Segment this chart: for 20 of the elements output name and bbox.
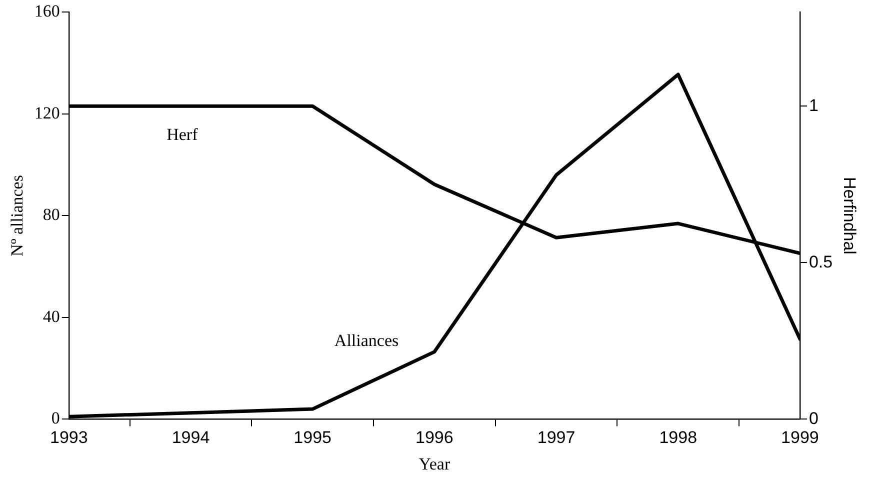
y2-tick-label: 0 — [808, 408, 818, 428]
y-tick-label: 40 — [42, 306, 60, 326]
y2-tick-label: 0.5 — [808, 252, 833, 272]
y-tick-label: 0 — [51, 408, 60, 428]
x-tick-label: 1998 — [659, 428, 698, 448]
x-tick-label: 1995 — [294, 428, 332, 448]
series-label: Herf — [166, 125, 198, 144]
x-tick-label: 1993 — [50, 428, 88, 448]
x-tick-label: 1999 — [781, 428, 819, 448]
y2-axis-title: Herfindhal — [840, 176, 860, 254]
y-tick-label: 160 — [34, 2, 60, 21]
x-tick-label: 1996 — [416, 428, 454, 448]
y-axis-title: Nº alliances — [8, 175, 27, 256]
series-label: Alliances — [334, 330, 399, 350]
y2-tick-label: 1 — [808, 96, 818, 115]
x-tick-label: 1997 — [537, 428, 576, 448]
x-axis-title: Year — [418, 454, 450, 474]
y-tick-label: 80 — [42, 205, 60, 224]
y-tick-label: 120 — [34, 103, 60, 122]
x-tick-label: 1994 — [172, 428, 210, 448]
